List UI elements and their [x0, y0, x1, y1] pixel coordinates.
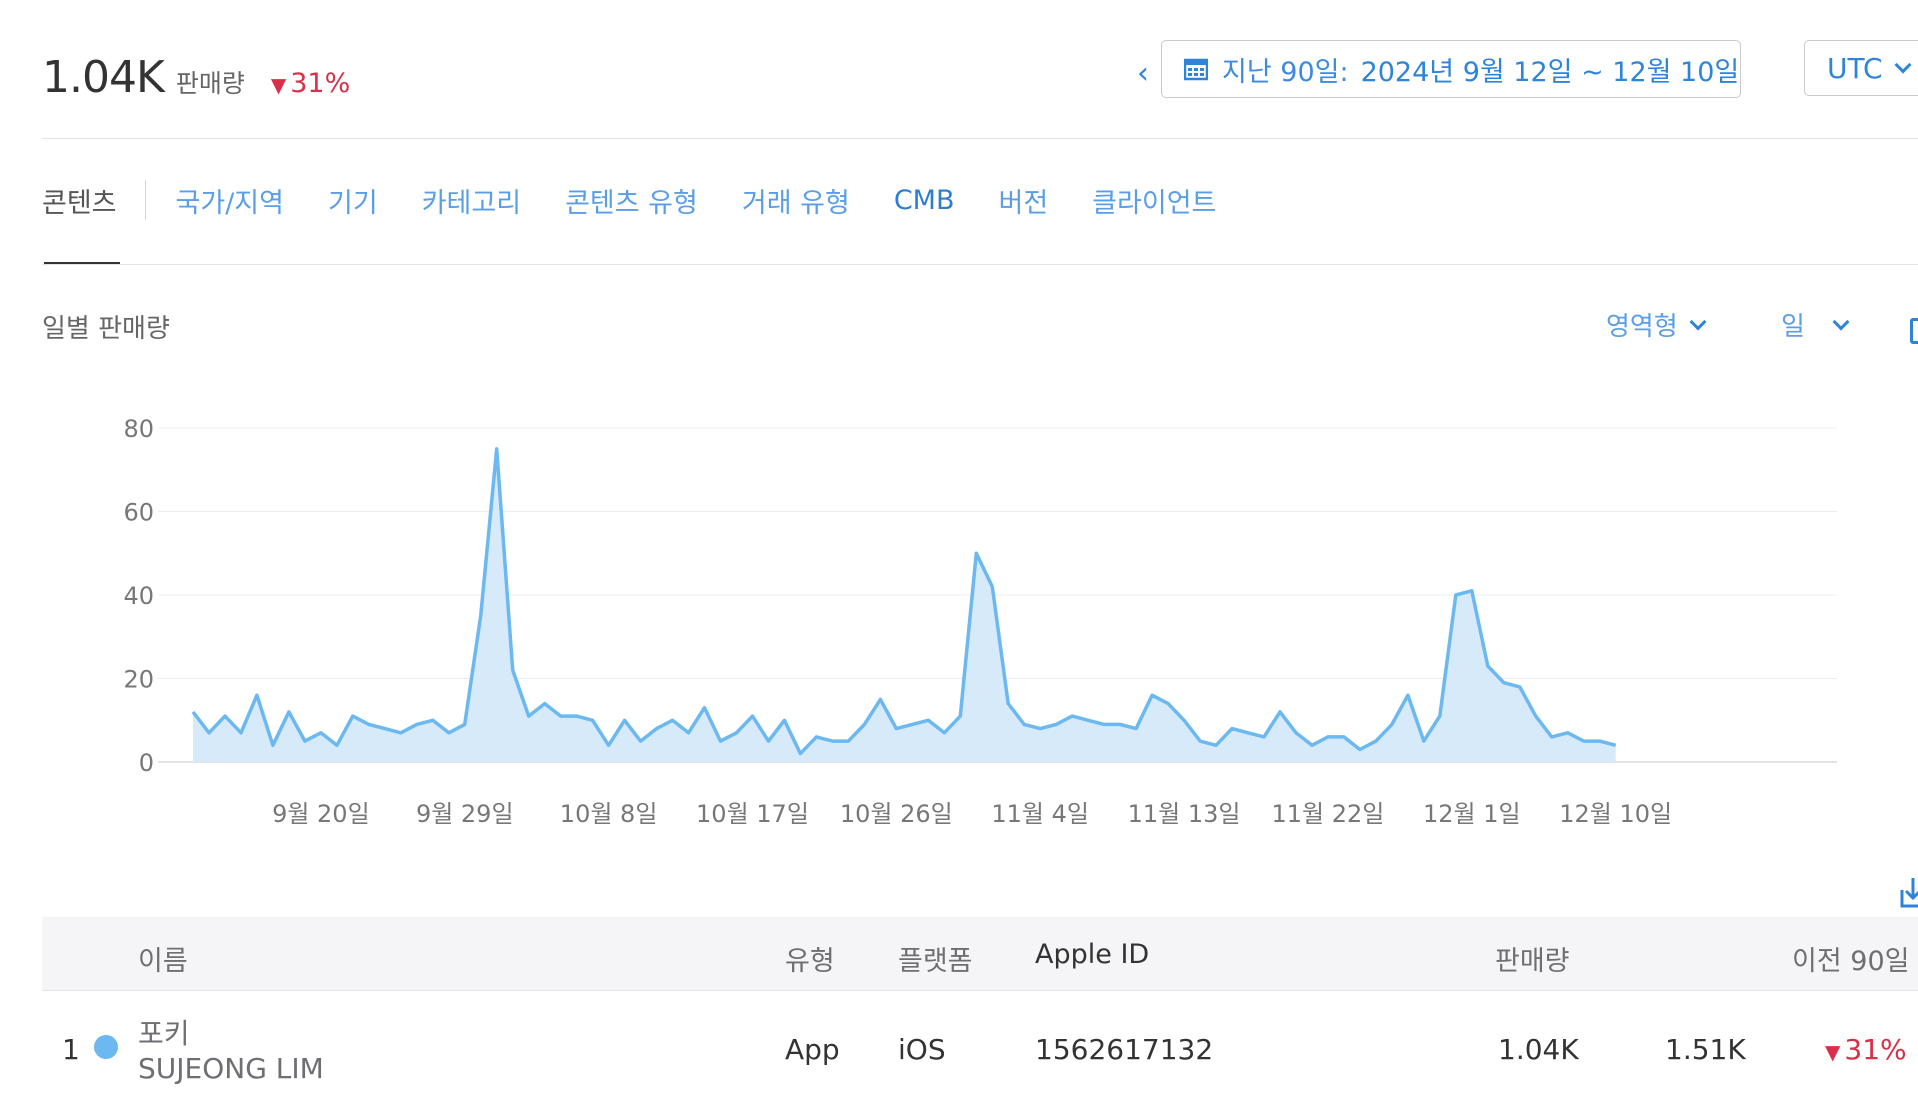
- column-header-previous[interactable]: 이전 90일: [1792, 946, 1910, 977]
- x-tick-label: 11월 13일: [1128, 800, 1241, 828]
- date-range-picker[interactable]: 지난 90일: 2024년 9월 12일 ~ 12월 10일: [1161, 40, 1741, 98]
- x-tick-label: 11월 4일: [991, 800, 1089, 828]
- y-tick-label: 0: [139, 749, 154, 777]
- column-header-apple-id[interactable]: Apple ID: [1035, 939, 1150, 970]
- chart-period-label: 일: [1781, 312, 1805, 342]
- x-tick-label: 10월 26일: [840, 800, 953, 828]
- column-header-name[interactable]: 이름: [138, 946, 188, 977]
- app-name[interactable]: 포키: [138, 1017, 190, 1050]
- y-tick-label: 40: [123, 582, 154, 610]
- chevron-down-icon: [1894, 56, 1912, 74]
- total-sales-value: 1.04K: [42, 52, 165, 103]
- tab-country-region[interactable]: 국가/지역: [175, 187, 284, 219]
- x-tick-label: 12월 10일: [1559, 800, 1672, 828]
- x-tick-label: 9월 20일: [272, 800, 370, 828]
- row-previous-sales: 1.51K: [1665, 1033, 1746, 1066]
- chevron-down-icon: [1689, 313, 1707, 330]
- tab-client[interactable]: 클라이언트: [1092, 187, 1217, 219]
- chart-type-select[interactable]: 영역형: [1606, 306, 1707, 343]
- tab-content[interactable]: 콘텐츠: [42, 187, 117, 219]
- row-type: App: [785, 1033, 840, 1066]
- y-tick-label: 80: [123, 415, 154, 443]
- timezone-label: UTC: [1827, 51, 1883, 85]
- tab-category[interactable]: 카테고리: [421, 187, 522, 219]
- timezone-select[interactable]: UTC: [1804, 40, 1918, 96]
- dimension-tabs: 콘텐츠 국가/지역 기기 카테고리 콘텐츠 유형 거래 유형 CMB 버전 클라…: [42, 180, 1260, 220]
- row-rank: 1: [62, 1033, 80, 1066]
- date-range-label: 지난 90일:: [1222, 56, 1349, 88]
- sales-delta-value: 31%: [290, 68, 351, 99]
- tab-transaction-type[interactable]: 거래 유형: [741, 187, 850, 219]
- down-triangle-icon: ▼: [1825, 1040, 1841, 1064]
- daily-sales-chart: 0 20 40 60 80 9월 20일 9월 29일 10월 8일 10월 17일 10월 26…: [123, 415, 1837, 828]
- column-header-sales[interactable]: 판매량: [1495, 946, 1570, 977]
- previous-period-chevron-icon[interactable]: ‹: [1137, 56, 1149, 91]
- table-header: 이름 유형 플랫폼 Apple ID 판매량 이전 90일: [42, 917, 1918, 991]
- calendar-icon: [1184, 58, 1208, 81]
- x-tick-label: 11월 22일: [1271, 800, 1384, 828]
- tab-version[interactable]: 버전: [998, 187, 1049, 219]
- down-triangle-icon: ▼: [270, 73, 287, 97]
- active-tab-indicator: [44, 262, 120, 265]
- row-sales: 1.04K: [1498, 1033, 1579, 1066]
- chart-type-label: 영역형: [1606, 312, 1678, 342]
- divider: [42, 264, 1918, 265]
- x-tick-label: 9월 29일: [416, 800, 514, 828]
- sales-summary: 1.04K 판매량 ▼ 31%: [42, 52, 350, 103]
- x-tick-label: 10월 17일: [696, 800, 809, 828]
- copy-icon[interactable]: [1910, 318, 1918, 344]
- row-platform: iOS: [898, 1033, 946, 1066]
- row-delta: ▼ 31%: [1825, 1033, 1907, 1066]
- chart-period-select[interactable]: 일: [1781, 306, 1850, 343]
- tab-device[interactable]: 기기: [328, 187, 378, 219]
- sales-delta: ▼ 31%: [271, 68, 350, 99]
- divider: [42, 138, 1918, 139]
- chevron-down-icon: [1832, 313, 1850, 330]
- column-header-platform[interactable]: 플랫폼: [898, 946, 973, 977]
- y-tick-label: 20: [123, 666, 154, 694]
- tab-content-type[interactable]: 콘텐츠 유형: [565, 187, 698, 219]
- tab-cmb[interactable]: CMB: [893, 184, 955, 216]
- row-apple-id: 1562617132: [1035, 1033, 1214, 1066]
- tab-separator: [144, 180, 146, 220]
- table-row[interactable]: 1 포키 SUJEONG LIM App iOS 1562617132 1.04…: [42, 1000, 1918, 1100]
- x-tick-label: 10월 8일: [560, 800, 658, 828]
- download-icon[interactable]: [1898, 876, 1918, 910]
- x-tick-label: 12월 1일: [1423, 800, 1521, 828]
- series-line: [191, 447, 1617, 756]
- developer-name: SUJEONG LIM: [138, 1052, 324, 1085]
- series-color-dot: [94, 1035, 118, 1059]
- row-delta-value: 31%: [1844, 1033, 1907, 1066]
- chart-title: 일별 판매량: [42, 314, 170, 344]
- total-sales-unit: 판매량: [175, 69, 245, 98]
- y-tick-label: 60: [123, 499, 154, 527]
- column-header-type[interactable]: 유형: [785, 946, 835, 977]
- series-area: [193, 448, 1616, 762]
- date-range-value: 2024년 9월 12일 ~ 12월 10일: [1360, 56, 1740, 88]
